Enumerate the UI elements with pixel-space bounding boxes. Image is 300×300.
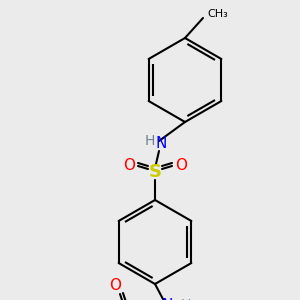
Text: N: N — [161, 298, 173, 300]
Text: O: O — [175, 158, 187, 172]
Text: N: N — [155, 136, 167, 152]
Text: S: S — [148, 163, 161, 181]
Text: O: O — [109, 278, 121, 292]
Text: H: H — [145, 134, 155, 148]
Text: H: H — [181, 298, 191, 300]
Text: CH₃: CH₃ — [207, 9, 228, 19]
Text: O: O — [123, 158, 135, 172]
